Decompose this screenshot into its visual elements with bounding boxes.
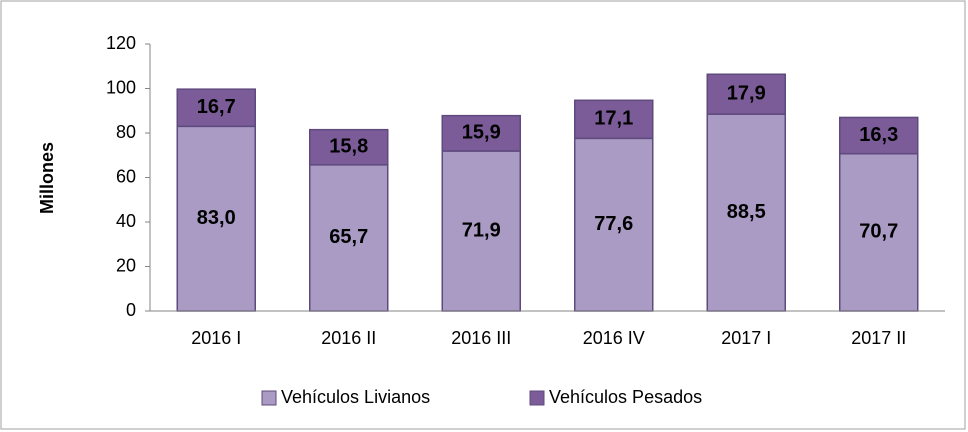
x-tick-label: 2017 I xyxy=(721,328,771,348)
x-tick-label: 2016 I xyxy=(191,328,241,348)
y-tick-label: 20 xyxy=(116,255,136,275)
bar-segment xyxy=(309,128,389,166)
bar-segment xyxy=(706,73,786,115)
x-tick-label: 2017 II xyxy=(851,328,906,348)
legend-swatch xyxy=(529,390,545,406)
y-tick-label: 120 xyxy=(106,33,136,53)
y-tick-label: 40 xyxy=(116,211,136,231)
data-label: 15,8 xyxy=(329,136,368,158)
y-tick-label: 0 xyxy=(126,300,136,320)
legend-swatch xyxy=(261,390,277,406)
bar-segment xyxy=(176,125,256,312)
legend-label: Vehículos Pesados xyxy=(549,387,702,407)
bar-segment xyxy=(176,88,256,128)
x-tick-label: 2016 II xyxy=(321,328,376,348)
data-label: 83,0 xyxy=(197,207,236,229)
data-label: 16,3 xyxy=(859,124,898,146)
x-tick-label: 2016 III xyxy=(451,328,511,348)
y-axis-label: Millones xyxy=(37,142,57,214)
data-label: 16,7 xyxy=(197,96,236,118)
bar-segment xyxy=(706,113,786,312)
bar-segment xyxy=(309,164,389,312)
bar-segment xyxy=(839,116,919,155)
data-label: 88,5 xyxy=(727,201,766,223)
x-tick-label: 2016 IV xyxy=(583,328,645,348)
data-label: 71,9 xyxy=(462,219,501,241)
data-label: 77,6 xyxy=(594,213,633,235)
data-label: 65,7 xyxy=(329,226,368,248)
data-label: 15,9 xyxy=(462,122,501,144)
bar-segment xyxy=(574,137,654,312)
data-label: 17,9 xyxy=(727,82,766,104)
bar-segment xyxy=(839,152,919,312)
data-label: 70,7 xyxy=(859,221,898,243)
y-tick-label: 100 xyxy=(106,77,136,97)
y-tick-label: 60 xyxy=(116,166,136,186)
y-tick-label: 80 xyxy=(116,122,136,142)
bar-segment xyxy=(441,114,521,152)
bar-segment xyxy=(574,99,654,140)
legend-label: Vehículos Livianos xyxy=(281,387,430,407)
data-label: 17,1 xyxy=(594,108,633,130)
